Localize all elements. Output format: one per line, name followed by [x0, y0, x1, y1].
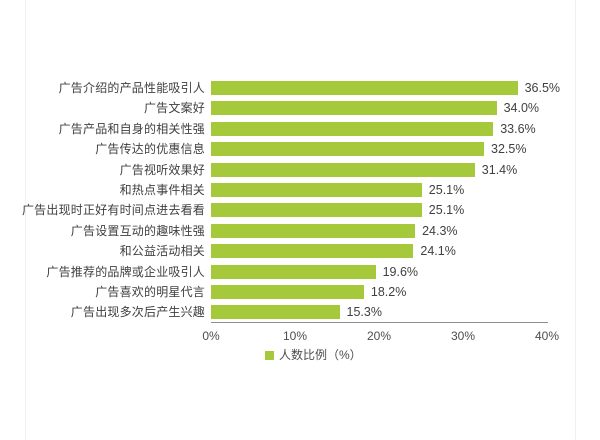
category-label: 广告喜欢的明星代言 — [95, 285, 205, 299]
category-label: 广告出现多次后产生兴趣 — [70, 305, 205, 320]
category-label: 广告视听效果好 — [119, 162, 205, 177]
page-left-edge — [25, 0, 26, 440]
bar-row: 广告文案好 34.0% — [0, 101, 600, 116]
bar — [211, 121, 494, 136]
bar-row: 广告出现时正好有时间点进去看看 25.1% — [0, 203, 600, 218]
category-label: 广告设置互动的趣味性强 — [70, 223, 205, 238]
category-label: 广告出现时正好有时间点进去看看 — [21, 203, 205, 218]
category-label: 和公益活动相关 — [119, 244, 205, 259]
value-label: 32.5% — [491, 142, 527, 157]
x-tick-label: 30% — [450, 329, 476, 343]
legend-swatch-icon — [265, 350, 274, 360]
bar-row: 广告产品和自身的相关性强 33.6% — [0, 121, 600, 136]
value-label: 24.1% — [420, 244, 456, 259]
bar-row: 和公益活动相关 24.1% — [0, 244, 600, 259]
bar — [211, 203, 422, 218]
x-axis-line — [211, 322, 548, 323]
value-label: 31.4% — [481, 162, 518, 177]
bar — [211, 142, 484, 157]
bar — [211, 81, 518, 95]
bar — [211, 305, 340, 320]
legend-label: 人数比例（%） — [279, 348, 362, 362]
x-tick-label: 20% — [366, 329, 392, 343]
bar — [211, 183, 422, 197]
bar-row: 广告出现多次后产生兴趣 15.3% — [0, 305, 600, 320]
bar — [211, 101, 497, 116]
value-label: 25.1% — [428, 203, 465, 218]
bar-row: 广告视听效果好 31.4% — [0, 162, 600, 177]
category-label: 广告传达的优惠信息 — [95, 142, 205, 157]
bar-row: 广告推荐的品牌或企业吸引人 19.6% — [0, 264, 600, 279]
bar-row: 广告传达的优惠信息 32.5% — [0, 142, 600, 157]
value-label: 34.0% — [503, 101, 540, 116]
bar-row: 广告喜欢的明星代言 18.2% — [0, 285, 600, 299]
page-right-edge — [575, 0, 576, 440]
value-label: 25.1% — [428, 183, 465, 197]
value-label: 19.6% — [382, 264, 419, 279]
bar-row: 广告设置互动的趣味性强 24.3% — [0, 223, 600, 238]
bar — [211, 264, 376, 279]
bar — [211, 162, 475, 177]
category-label: 和热点事件相关 — [119, 183, 205, 197]
bar — [211, 285, 364, 299]
x-tick-label: 0% — [202, 329, 220, 343]
bar — [211, 223, 416, 238]
category-label: 广告推荐的品牌或企业吸引人 — [46, 264, 205, 279]
bar-row: 广告介绍的产品性能吸引人 36.5% — [0, 81, 600, 95]
x-tick-label: 10% — [282, 329, 308, 343]
x-tick-label: 40% — [534, 329, 560, 343]
bar — [211, 244, 414, 259]
category-label: 广告介绍的产品性能吸引人 — [58, 81, 205, 95]
value-label: 15.3% — [346, 305, 382, 320]
category-label: 广告产品和自身的相关性强 — [58, 121, 205, 136]
value-label: 36.5% — [524, 81, 561, 95]
legend: 人数比例（%） — [265, 348, 362, 362]
value-label: 18.2% — [370, 285, 407, 299]
category-label: 广告文案好 — [143, 101, 205, 116]
bar-row: 和热点事件相关 25.1% — [0, 183, 600, 197]
value-label: 24.3% — [422, 223, 458, 238]
value-label: 33.6% — [500, 121, 536, 136]
